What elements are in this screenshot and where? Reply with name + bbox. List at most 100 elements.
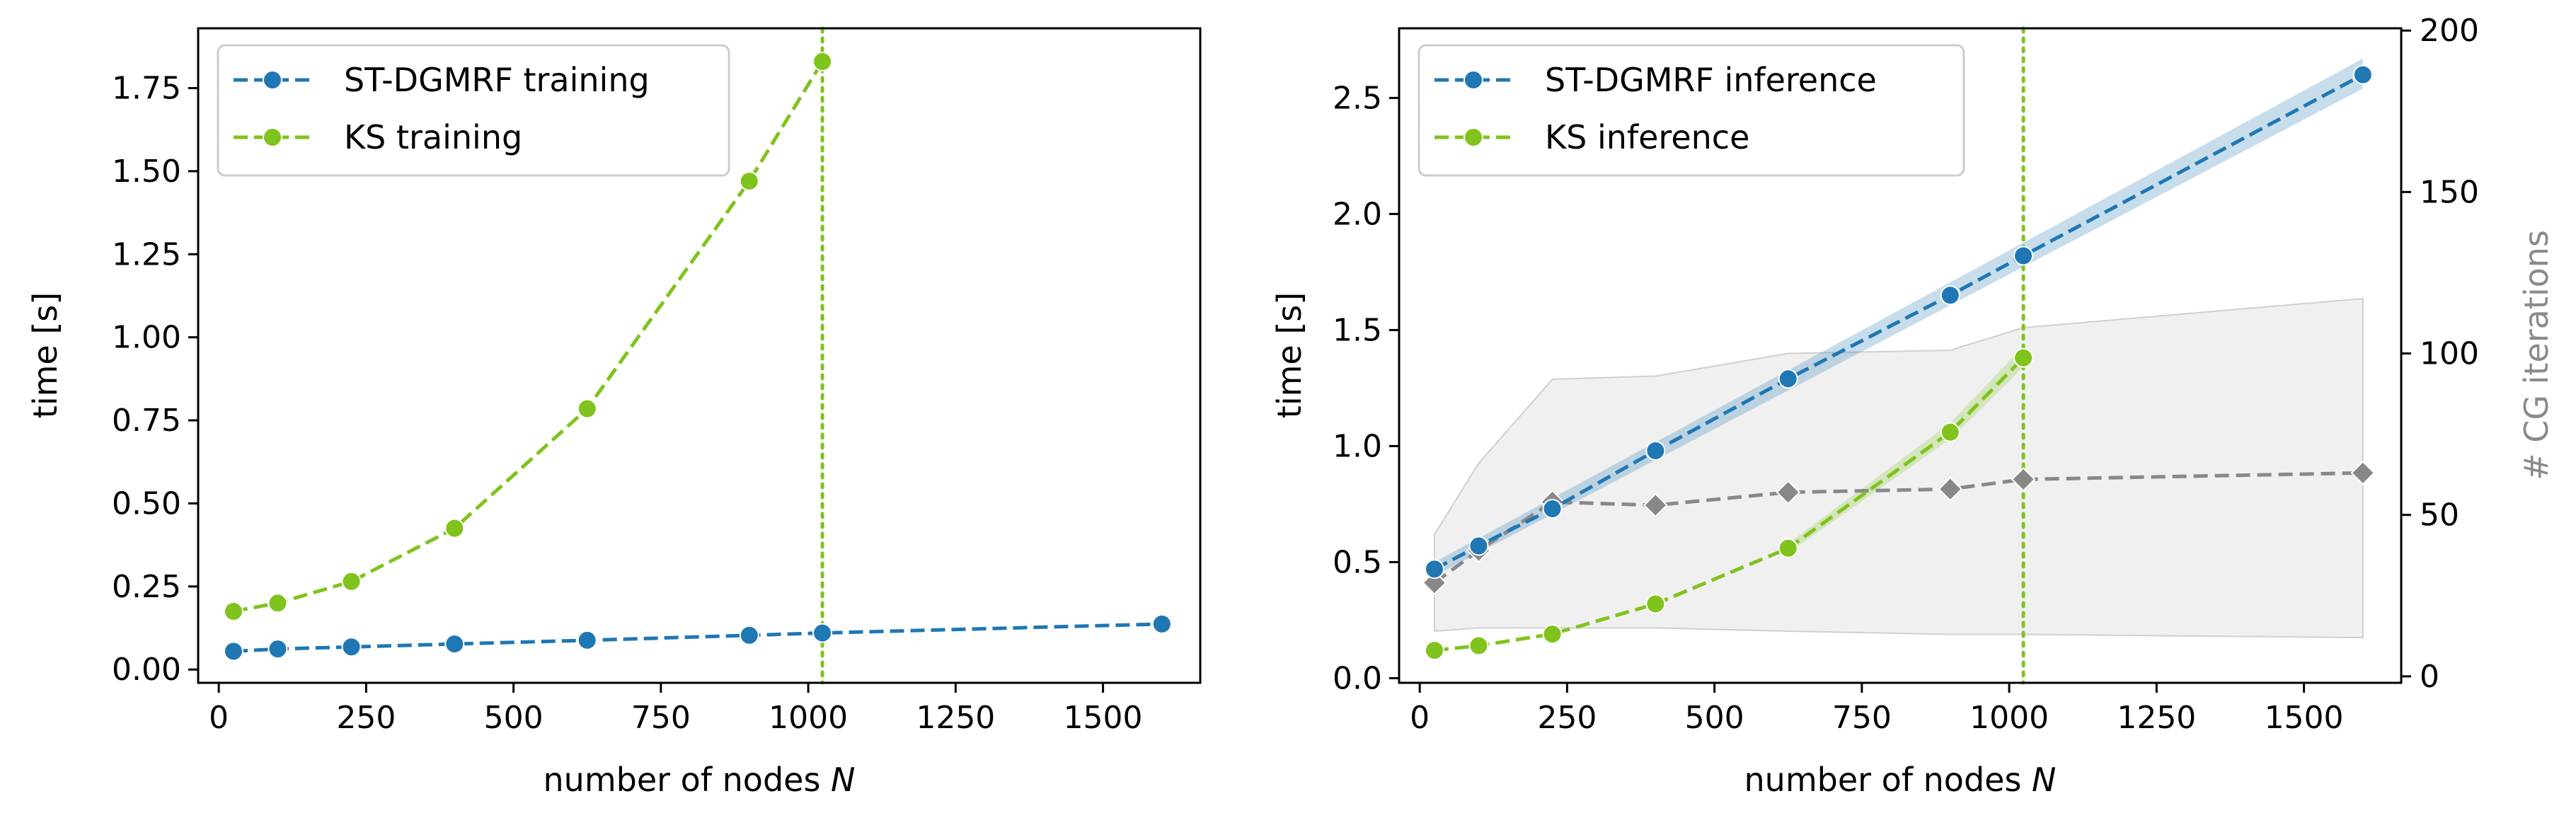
- point-ks-inference: [1940, 422, 1960, 442]
- left-y-tick-label: 1.25: [112, 236, 181, 272]
- point-st-dgmrf-inference: [1645, 440, 1666, 461]
- left-x-tick-label: 0: [209, 700, 229, 736]
- left-y-tick-label: 1.00: [112, 320, 181, 356]
- right-y2-tick-label: 150: [2420, 174, 2479, 210]
- band-ks-inference: [1788, 346, 2024, 553]
- point-st-dgmrf-training: [739, 625, 759, 645]
- series-line-st-dgmrf-inference: [1433, 73, 2364, 571]
- point-ks-inference: [1468, 635, 1489, 656]
- left-x-tick-label: 500: [484, 700, 544, 736]
- right-y-tick-label: 1.5: [1333, 312, 1382, 348]
- right-x-tick-label: 1250: [2117, 700, 2196, 736]
- legend-marker-st-dgmrf-inference: [1464, 70, 1483, 90]
- right-x-axis-label: number of nodes N: [1744, 761, 2057, 799]
- left-y-tick-label: 0.50: [112, 485, 181, 521]
- right-secondary-y-axis-label: # CG iterations: [2517, 230, 2555, 480]
- point-ks-inference: [1778, 538, 1798, 558]
- right-y-axis-label: time [s]: [1270, 292, 1309, 418]
- point-ks-training: [268, 593, 288, 613]
- axis-label-variable-n: N: [2032, 761, 2056, 799]
- legend-entry-ks-training: KS training: [234, 118, 522, 156]
- legend-entry-st-dgmrf-inference: ST-DGMRF inference: [1434, 61, 1877, 99]
- point-cg-iterations: [2011, 467, 2036, 492]
- left-y-tick-label: 0.25: [112, 569, 181, 605]
- left-legend-box: [217, 44, 730, 177]
- right-y2-tick-label: 50: [2420, 497, 2459, 534]
- left-chart-panel: 0 250 500 750 1000 1250 1500 0.00 0.25 0.50 0.75 1.…: [26, 26, 1202, 799]
- point-st-dgmrf-inference: [2352, 64, 2373, 85]
- point-st-dgmrf-inference: [1778, 369, 1798, 389]
- legend-label-ks-inference: KS inference: [1545, 118, 1749, 156]
- left-y-tick-label: 1.50: [112, 154, 181, 190]
- right-x-tick-label: 0: [1410, 700, 1430, 736]
- point-ks-training: [341, 571, 362, 592]
- right-x-tick-label: 1000: [1970, 700, 2049, 736]
- right-y-tick-label: 2.0: [1333, 196, 1382, 232]
- left-legend: ST-DGMRF training KS training: [217, 44, 730, 177]
- point-ks-training: [444, 518, 465, 538]
- left-x-axis-label-text: number of nodes: [544, 761, 832, 799]
- left-x-tick-label: 1250: [916, 700, 995, 736]
- right-y2-tick-label: 100: [2420, 336, 2479, 372]
- right-legend: ST-DGMRF inference KS inference: [1418, 44, 1965, 177]
- left-plot-frame: [197, 27, 1202, 684]
- point-st-dgmrf-training: [577, 630, 597, 650]
- point-ks-training: [223, 601, 243, 622]
- right-plot-frame: [1398, 27, 2403, 684]
- left-x-tick-label: 250: [336, 700, 396, 736]
- legend-label-st-dgmrf-training: ST-DGMRF training: [344, 61, 650, 99]
- right-x-axis-label-text: number of nodes: [1744, 761, 2032, 799]
- point-st-dgmrf-training: [268, 639, 288, 659]
- right-x-tick-label: 500: [1685, 700, 1744, 736]
- right-x-tick-label: 750: [1832, 700, 1892, 736]
- point-st-dgmrf-inference: [2013, 246, 2034, 266]
- legend-entry-ks-inference: KS inference: [1434, 118, 1749, 156]
- right-y-tick-label: 0.0: [1333, 660, 1382, 696]
- point-cg-iterations: [2350, 460, 2376, 485]
- legend-label-ks-training: KS training: [344, 118, 522, 156]
- point-st-dgmrf-inference: [1542, 498, 1563, 519]
- right-y2-tick-label: 200: [2420, 13, 2479, 49]
- point-st-dgmrf-training: [1151, 613, 1172, 634]
- point-ks-inference: [1645, 594, 1666, 614]
- point-st-dgmrf-training: [812, 623, 833, 643]
- right-y-tick-label: 2.5: [1333, 80, 1382, 116]
- right-x-tick-label: 1500: [2265, 700, 2344, 736]
- point-st-dgmrf-inference: [1468, 536, 1489, 556]
- right-y-tick-label: 0.5: [1333, 544, 1382, 580]
- left-x-tick-label: 750: [631, 700, 691, 736]
- left-x-tick-label: 1500: [1064, 700, 1143, 736]
- series-line-cg-iterations: [1433, 471, 2363, 584]
- left-y-tick-label: 1.75: [112, 71, 181, 107]
- point-cg-iterations: [1938, 476, 1963, 502]
- point-cg-iterations: [1776, 480, 1801, 505]
- point-st-dgmrf-training: [341, 637, 362, 657]
- series-line-st-dgmrf-training: [233, 622, 1162, 653]
- point-ks-training: [739, 171, 759, 191]
- point-ks-inference: [1424, 640, 1444, 661]
- left-y-tick-label: 0.75: [112, 403, 181, 439]
- point-cg-iterations: [1643, 492, 1668, 518]
- legend-marker-ks-inference: [1464, 127, 1483, 147]
- point-st-dgmrf-training: [444, 634, 465, 655]
- right-y-tick-label: 1.0: [1333, 428, 1382, 464]
- point-ks-inference: [1542, 624, 1563, 645]
- right-x-tick-label: 250: [1537, 700, 1597, 736]
- point-st-dgmrf-inference: [1424, 559, 1444, 580]
- right-legend-box: [1418, 44, 1965, 177]
- legend-marker-st-dgmrf-training: [263, 70, 282, 90]
- axis-label-variable-n: N: [831, 761, 855, 799]
- band-st-dgmrf-inference: [1434, 58, 2363, 577]
- legend-entry-st-dgmrf-training: ST-DGMRF training: [234, 61, 650, 99]
- left-y-axis-label: time [s]: [26, 292, 64, 418]
- point-ks-training: [577, 398, 597, 419]
- right-chart-panel: 0 250 500 750 1000 1250 1500 0.0 0.5 1.0 1.5 2.0 2.5…: [1270, 13, 2555, 799]
- point-st-dgmrf-inference: [1940, 285, 1960, 306]
- legend-marker-ks-training: [263, 127, 282, 147]
- legend-label-st-dgmrf-inference: ST-DGMRF inference: [1545, 61, 1877, 99]
- point-ks-inference: [2013, 347, 2034, 368]
- point-ks-training: [812, 51, 833, 71]
- point-st-dgmrf-training: [223, 641, 243, 662]
- left-x-tick-label: 1000: [769, 700, 848, 736]
